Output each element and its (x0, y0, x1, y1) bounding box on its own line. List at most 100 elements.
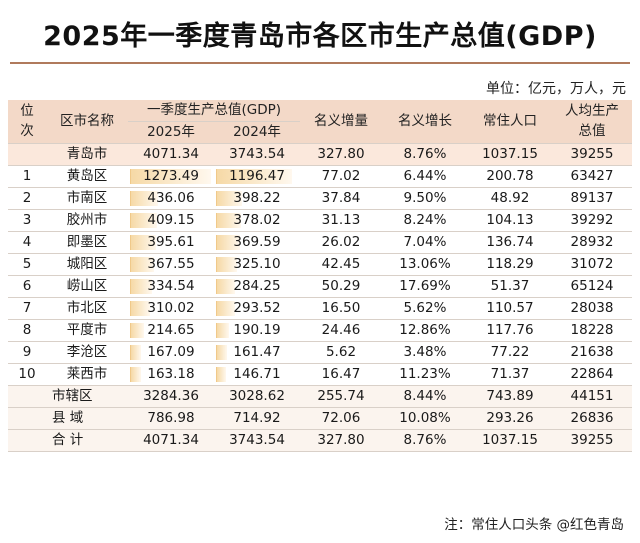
population-cell: 77.22 (468, 341, 552, 364)
gdp-value: 284.25 (233, 278, 281, 294)
gdp-2024-cell: 293.52 (214, 297, 300, 320)
name-cell: 城阳区 (46, 253, 128, 276)
gdp-value: 436.06 (147, 190, 195, 206)
header-rank: 位次 (8, 100, 46, 144)
name-cell: 平度市 (46, 319, 128, 342)
gdp-value: 167.09 (147, 344, 195, 360)
gdp-value: 310.02 (147, 300, 195, 316)
growth-cell: 8.76% (382, 143, 468, 166)
gdp-value: 161.47 (233, 344, 281, 360)
gdp-value: 409.15 (147, 212, 195, 228)
gdp-bar (130, 345, 142, 360)
rank-cell: 9 (8, 341, 46, 364)
gdp-value: 334.54 (147, 278, 195, 294)
gdp-2025-cell: 409.15 (128, 209, 214, 232)
gdp-table: 位次 区市名称 一季度生产总值(GDP) 名义增量 名义增长 常住人口 人均生产… (8, 100, 632, 452)
population-cell: 110.57 (468, 297, 552, 320)
name-cell: 市南区 (46, 187, 128, 210)
growth-cell: 3.48% (382, 341, 468, 364)
gdp-2024-cell: 1196.47 (214, 165, 300, 188)
increase-cell: 31.13 (300, 209, 382, 232)
gdp-2025-cell: 436.06 (128, 187, 214, 210)
rank-cell: 3 (8, 209, 46, 232)
gdp-2024-cell: 284.25 (214, 275, 300, 298)
population-cell: 200.78 (468, 165, 552, 188)
population-cell: 104.13 (468, 209, 552, 232)
growth-cell: 10.08% (382, 407, 468, 430)
rank-cell: 2 (8, 187, 46, 210)
gdp-value: 190.19 (233, 322, 281, 338)
gdp-2025-cell: 3284.36 (128, 385, 214, 408)
gdp-bar (216, 257, 238, 272)
gdp-value: 163.18 (147, 366, 195, 382)
gdp-value: 146.71 (233, 366, 281, 382)
gdp-2024-cell: 190.19 (214, 319, 300, 342)
gdp-value: 398.22 (233, 190, 281, 206)
rank-cell: 6 (8, 275, 46, 298)
name-cell: 市辖区 (8, 385, 128, 408)
gdp-value: 395.61 (147, 234, 195, 250)
gdp-2024-cell: 161.47 (214, 341, 300, 364)
growth-cell: 17.69% (382, 275, 468, 298)
growth-cell: 9.50% (382, 187, 468, 210)
per-capita-cell: 63427 (552, 165, 632, 188)
header-population: 常住人口 (468, 100, 552, 144)
table-row: 8 平度市 214.65 190.19 24.46 12.86% 117.76 18228 (8, 319, 632, 342)
per-capita-cell: 39255 (552, 143, 632, 166)
rank-cell: 10 (8, 363, 46, 386)
increase-cell: 26.02 (300, 231, 382, 254)
gdp-bar (216, 367, 227, 382)
table-row: 4 即墨区 395.61 369.59 26.02 7.04% 136.74 28932 (8, 231, 632, 254)
gdp-bar (130, 301, 151, 316)
gdp-2025-cell: 4071.34 (128, 143, 214, 166)
increase-cell: 24.46 (300, 319, 382, 342)
gdp-2025-cell: 163.18 (128, 363, 214, 386)
gdp-value: 369.59 (233, 234, 281, 250)
table-row: 7 市北区 310.02 293.52 16.50 5.62% 110.57 28038 (8, 297, 632, 320)
name-cell: 县 域 (8, 407, 128, 430)
header-2025: 2025年 (128, 121, 214, 144)
summary-row: 市辖区 3284.36 3028.62 255.74 8.44% 743.89 44151 (8, 385, 632, 408)
gdp-2025-cell: 786.98 (128, 407, 214, 430)
per-capita-cell: 31072 (552, 253, 632, 276)
rank-cell (8, 143, 46, 166)
gdp-bar (216, 191, 243, 206)
increase-cell: 77.02 (300, 165, 382, 188)
gdp-bar (130, 235, 156, 250)
increase-cell: 16.50 (300, 297, 382, 320)
table-row-qingdao-total: 青岛市 4071.34 3743.54 327.80 8.76% 1037.15… (8, 143, 632, 166)
rank-cell: 5 (8, 253, 46, 276)
unit-note: 单位：亿元，万人，元 (486, 81, 626, 97)
rank-cell: 8 (8, 319, 46, 342)
per-capita-cell: 18228 (552, 319, 632, 342)
summary-row: 县 域 786.98 714.92 72.06 10.08% 293.26 26836 (8, 407, 632, 430)
gdp-2024-cell: 378.02 (214, 209, 300, 232)
gdp-bar (130, 323, 145, 338)
population-cell: 51.37 (468, 275, 552, 298)
footnote: 注：常住人口头条 @红色青岛 (444, 517, 624, 533)
population-cell: 136.74 (468, 231, 552, 254)
increase-cell: 16.47 (300, 363, 382, 386)
gdp-2024-cell: 3743.54 (214, 143, 300, 166)
page-title: 2025年一季度青岛市各区市生产总值(GDP) (43, 21, 597, 52)
gdp-bar (216, 169, 293, 184)
gdp-value: 367.55 (147, 256, 195, 272)
summary-row: 合 计 4071.34 3743.54 327.80 8.76% 1037.15 39255 (8, 429, 632, 452)
per-capita-cell: 39255 (552, 429, 632, 452)
gdp-bar (216, 345, 228, 360)
gdp-2025-cell: 334.54 (128, 275, 214, 298)
population-cell: 293.26 (468, 407, 552, 430)
gdp-bar (130, 191, 159, 206)
increase-cell: 255.74 (300, 385, 382, 408)
gdp-2024-cell: 3743.54 (214, 429, 300, 452)
name-cell: 即墨区 (46, 231, 128, 254)
gdp-bar (216, 279, 235, 294)
header-increase: 名义增量 (300, 100, 382, 144)
population-cell: 118.29 (468, 253, 552, 276)
gdp-2024-cell: 146.71 (214, 363, 300, 386)
growth-cell: 8.44% (382, 385, 468, 408)
name-cell: 青岛市 (46, 143, 128, 166)
gdp-bar (130, 169, 211, 184)
rank-cell: 4 (8, 231, 46, 254)
gdp-2025-cell: 4071.34 (128, 429, 214, 452)
